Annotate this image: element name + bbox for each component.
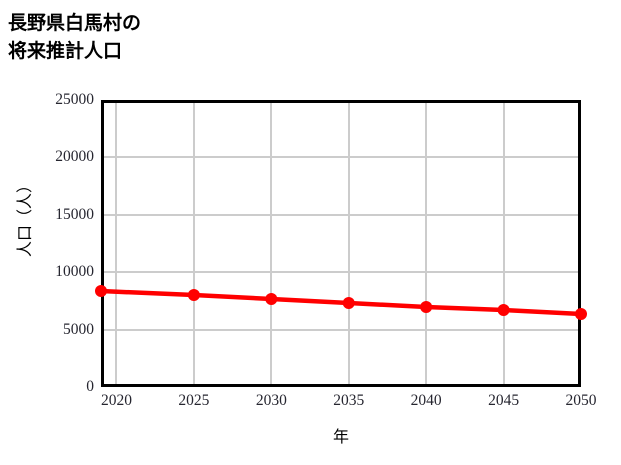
x-axis-tick-label: 2020 bbox=[100, 392, 132, 409]
x-axis-tick-label: 2035 bbox=[333, 392, 365, 409]
x-axis-tick-label: 2050 bbox=[565, 392, 597, 409]
y-axis-tick-label: 0 bbox=[86, 378, 94, 395]
data-point-marker: 2030: 7670 bbox=[265, 292, 278, 305]
gridline-horizontal bbox=[104, 328, 578, 331]
y-axis-tick-label: 5000 bbox=[63, 320, 94, 338]
y-axis-tick-label: 15000 bbox=[55, 205, 94, 223]
x-axis-tick-label: 2030 bbox=[255, 392, 287, 409]
x-axis-tick-label: 2045 bbox=[488, 392, 520, 409]
chart-title-line-2: 将来推計人口 bbox=[8, 39, 123, 62]
data-point-marker: 2035: 7320 bbox=[342, 296, 355, 309]
y-axis-tick-label: 10000 bbox=[55, 263, 94, 281]
data-series-line: 2019: 8360 2025: 8010 2030: 7670 2035: 7320… bbox=[95, 285, 587, 320]
gridline-horizontal bbox=[104, 271, 578, 274]
gridline-vertical bbox=[115, 103, 118, 384]
gridline-vertical bbox=[347, 103, 350, 384]
x-axis-tick-label: 2025 bbox=[178, 392, 210, 409]
x-axis-title: 年 bbox=[332, 427, 349, 446]
plot-inner: 2019: 8360 2025: 8010 2030: 7670 2035: 7320… bbox=[95, 103, 587, 384]
chart-title: 長野県白馬村の 将来推計人口 bbox=[8, 10, 141, 65]
gridline-horizontal bbox=[104, 213, 578, 216]
gridline-vertical bbox=[192, 103, 195, 384]
y-axis-title: 人口（人） bbox=[15, 177, 34, 258]
gridline-vertical bbox=[425, 103, 428, 384]
data-point-marker: 2040: 6970 bbox=[420, 300, 433, 313]
gridline-vertical bbox=[270, 103, 273, 384]
data-point-marker: 2019: 8360 bbox=[95, 285, 107, 298]
data-point-marker: 2050: 6360 bbox=[575, 307, 587, 320]
y-axis-tick-label: 20000 bbox=[55, 148, 94, 166]
plot-area: 2019: 8360 2025: 8010 2030: 7670 2035: 7320… bbox=[95, 100, 587, 387]
y-axis-tick-label: 25000 bbox=[55, 91, 94, 108]
x-axis-tick-label: 2040 bbox=[410, 392, 442, 409]
chart-title-line-1: 長野県白馬村の bbox=[8, 12, 142, 34]
gridline-vertical bbox=[502, 103, 505, 384]
gridline-horizontal bbox=[104, 156, 578, 159]
y-axis-tick-labels: 0 5000 10000 15000 20000 25000 bbox=[0, 0, 94, 465]
data-point-marker: 2045: 6710 bbox=[497, 303, 510, 316]
data-point-marker: 2025: 8010 bbox=[187, 289, 200, 302]
